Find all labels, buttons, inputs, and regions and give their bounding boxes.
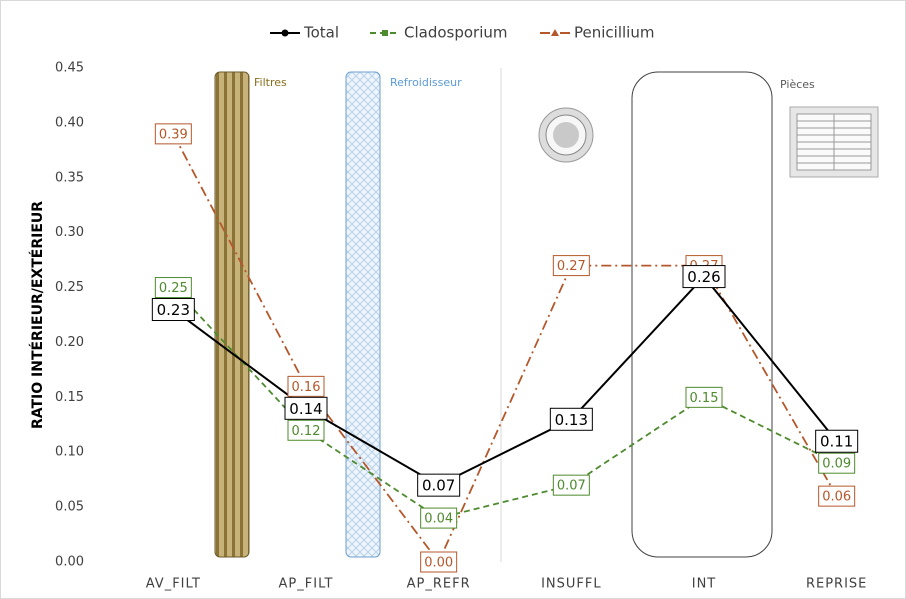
- value-label: 0.00: [420, 551, 458, 573]
- value-label: 0.15: [685, 386, 723, 408]
- annotation: Refroidisseur: [390, 76, 462, 89]
- annotation: Filtres: [254, 76, 287, 89]
- legend-marker: [551, 29, 559, 36]
- value-label: 0.26: [682, 265, 726, 289]
- x-tick-label: AP_REFR: [407, 577, 471, 592]
- value-label-box: [549, 407, 593, 431]
- y-tick-label: 0.05: [55, 500, 84, 515]
- y-tick-label: 0.40: [55, 115, 84, 130]
- x-tick-label: INT: [692, 577, 717, 592]
- value-label-text: 0.25: [159, 281, 188, 296]
- x-tick-label: AV_FILT: [146, 577, 201, 592]
- value-label-text: 0.09: [822, 457, 851, 472]
- room-box: [631, 71, 773, 558]
- value-label-box: [818, 452, 856, 474]
- value-label: 0.07: [417, 473, 461, 497]
- diffuser-icon: [538, 107, 594, 163]
- value-label-text: 0.06: [822, 490, 851, 505]
- y-tick-label: 0.30: [55, 225, 84, 240]
- value-label: 0.13: [549, 407, 593, 431]
- y-tick-label: 0.20: [55, 335, 84, 350]
- value-label-text: 0.12: [292, 424, 321, 439]
- value-label-box: [417, 473, 461, 497]
- value-label-text: 0.15: [690, 391, 719, 406]
- legend-marker: [281, 29, 289, 37]
- value-label: 0.06: [818, 485, 856, 507]
- filter-icon: [214, 71, 250, 558]
- value-label-box: [682, 265, 726, 289]
- y-tick-label: 0.00: [55, 555, 84, 570]
- value-label-box: [284, 396, 328, 420]
- y-tick-label: 0.25: [55, 280, 84, 295]
- y-axis-label: RATIO INTÉRIEUR/EXTÉRIEUR: [29, 201, 46, 429]
- legend-label: Penicillium: [574, 24, 654, 42]
- y-tick-label: 0.10: [55, 445, 84, 460]
- value-label: 0.07: [552, 474, 590, 496]
- value-label-text: 0.04: [424, 512, 453, 527]
- value-label: 0.25: [154, 277, 192, 299]
- legend-label: Cladosporium: [404, 24, 508, 42]
- value-label-box: [552, 255, 590, 277]
- y-tick-label: 0.45: [55, 61, 84, 76]
- value-label-text: 0.23: [157, 301, 190, 319]
- value-label: 0.14: [284, 396, 328, 420]
- value-label-text: 0.16: [292, 380, 321, 395]
- y-tick-label: 0.35: [55, 170, 84, 185]
- series-line: [172, 275, 838, 487]
- series-line: [172, 286, 838, 520]
- value-label-box: [287, 375, 325, 397]
- value-label-text: 0.26: [687, 268, 720, 286]
- value-label-text: 0.07: [422, 477, 455, 495]
- value-label: 0.12: [287, 419, 325, 441]
- value-label-box: [154, 123, 192, 145]
- value-label: 0.39: [154, 123, 192, 145]
- grille-icon: [789, 106, 879, 178]
- value-label-text: 0.27: [557, 259, 586, 274]
- value-label-text: 0.07: [557, 479, 586, 494]
- annotation: Pièces: [780, 78, 815, 91]
- cooler-icon: [345, 71, 381, 558]
- value-label: 0.04: [420, 507, 458, 529]
- value-label: 0.16: [287, 375, 325, 397]
- value-label-text: 0.39: [159, 127, 188, 142]
- x-tick-label: INSUFFL: [541, 577, 602, 592]
- value-label-box: [685, 386, 723, 408]
- value-label-text: 0.14: [289, 400, 322, 418]
- value-label: 0.23: [151, 298, 195, 322]
- value-label-box: [420, 507, 458, 529]
- y-tick-label: 0.15: [55, 390, 84, 405]
- value-label-box: [151, 298, 195, 322]
- value-label-box: [818, 485, 856, 507]
- x-tick-label: AP_FILT: [279, 577, 334, 592]
- value-label-box: [287, 419, 325, 441]
- value-label: 0.11: [815, 429, 859, 453]
- value-label-box: [552, 474, 590, 496]
- value-label-text: 0.00: [424, 556, 453, 571]
- legend-label: Total: [303, 24, 339, 42]
- x-tick-label: REPRISE: [806, 577, 867, 592]
- value-label-text: 0.13: [555, 411, 588, 429]
- value-label-box: [815, 429, 859, 453]
- value-label-box: [154, 277, 192, 299]
- value-label-text: 0.11: [820, 433, 853, 451]
- legend-marker: [382, 30, 388, 36]
- value-label: 0.27: [552, 255, 590, 277]
- value-label-box: [420, 551, 458, 573]
- value-label: 0.09: [818, 452, 856, 474]
